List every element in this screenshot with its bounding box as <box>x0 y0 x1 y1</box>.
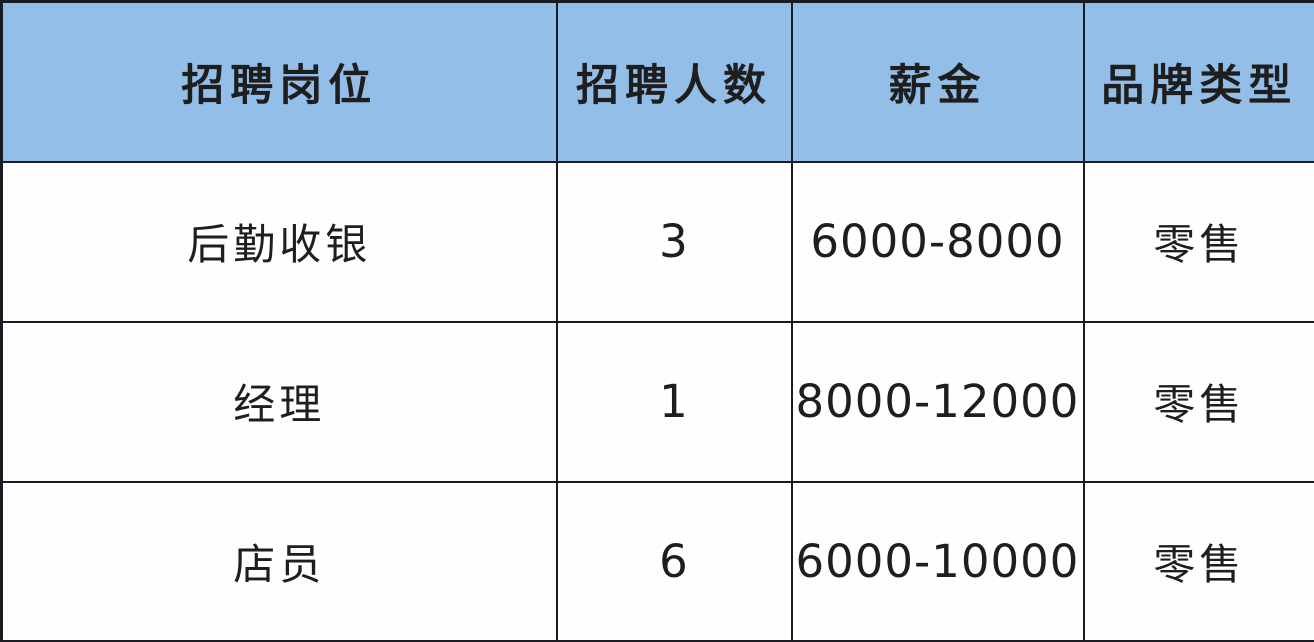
table-row: 后勤收银 3 6000-8000 零售 <box>0 160 1314 323</box>
header-cell-salary: 薪金 <box>790 0 1085 163</box>
cell-brand-type: 零售 <box>1082 160 1314 323</box>
cell-position: 后勤收银 <box>0 160 558 323</box>
table-row: 店员 6 6000-10000 零售 <box>0 480 1314 642</box>
cell-brand-type: 零售 <box>1082 320 1314 483</box>
table-row: 经理 1 8000-12000 零售 <box>0 320 1314 483</box>
header-cell-headcount: 招聘人数 <box>555 0 793 163</box>
header-cell-brand-type: 品牌类型 <box>1082 0 1314 163</box>
cell-headcount: 1 <box>555 320 793 483</box>
cell-position: 店员 <box>0 480 558 642</box>
cell-position: 经理 <box>0 320 558 483</box>
cell-headcount: 3 <box>555 160 793 323</box>
cell-salary: 8000-12000 <box>790 320 1085 483</box>
cell-salary: 6000-10000 <box>790 480 1085 642</box>
cell-headcount: 6 <box>555 480 793 642</box>
cell-salary: 6000-8000 <box>790 160 1085 323</box>
cell-brand-type: 零售 <box>1082 480 1314 642</box>
header-cell-position: 招聘岗位 <box>0 0 558 163</box>
header-row: 招聘岗位 招聘人数 薪金 品牌类型 <box>0 0 1314 163</box>
